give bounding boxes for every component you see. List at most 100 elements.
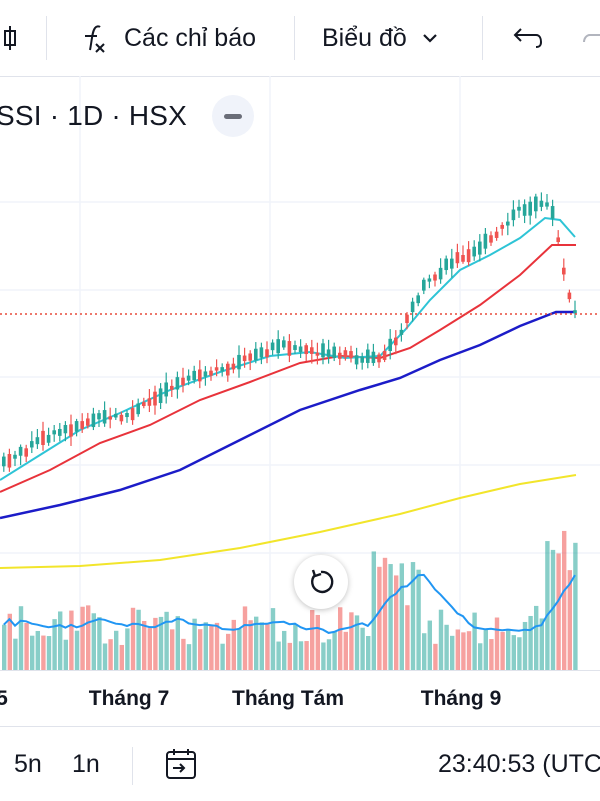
volume-bar (315, 614, 320, 670)
candle-body (214, 367, 219, 371)
time-tick-label: Tháng 7 (88, 687, 170, 710)
volume-bar (293, 624, 298, 670)
candle-body (562, 267, 566, 275)
volume-bar (86, 605, 91, 670)
volume-bar (399, 563, 404, 670)
undo-button[interactable] (508, 0, 544, 76)
volume-bar (410, 562, 416, 670)
volume-bar (265, 623, 270, 670)
go-to-date-button[interactable] (164, 727, 200, 801)
toolbar-divider (46, 16, 47, 60)
volume-bar (254, 616, 259, 670)
candle-body (466, 249, 471, 263)
candle-body (338, 352, 342, 359)
candle-body (18, 446, 23, 456)
volume-bar (539, 618, 544, 670)
candle-body (433, 274, 437, 281)
volume-bar (478, 643, 483, 670)
price-chart[interactable] (0, 76, 600, 725)
candle-body (332, 346, 336, 359)
candle-body (265, 349, 269, 357)
volume-bar (433, 643, 438, 670)
candle-body (550, 206, 555, 219)
volume-bar (550, 549, 556, 670)
time-axis: 5 Tháng 7 Tháng Tám Tháng 9 (0, 670, 600, 727)
candle-body (175, 377, 180, 390)
range-1y-button[interactable]: 1n (72, 749, 100, 778)
candle-body (254, 348, 258, 361)
time-tick-label: Tháng Tám (231, 687, 345, 710)
candle-body (74, 421, 79, 432)
chart-type-dropdown[interactable]: Biểu đồ (322, 0, 439, 76)
function-icon (85, 25, 105, 53)
volume-bar (209, 624, 214, 670)
volume-bar (494, 617, 500, 670)
candle-body (366, 349, 370, 363)
candle-body (130, 408, 135, 421)
volume-bar (534, 605, 539, 670)
volume-bar (41, 635, 46, 670)
indicators-button[interactable]: Các chỉ báo (76, 0, 256, 76)
candle-body (52, 430, 56, 435)
candle-body (298, 346, 303, 353)
volume-bar (91, 613, 96, 670)
range-5d-button[interactable]: 5n (14, 749, 42, 778)
volume-bar (416, 569, 421, 670)
candle-body (354, 355, 359, 365)
volume-bar (226, 633, 231, 670)
collapse-legend-button[interactable] (212, 95, 254, 137)
candle-body (220, 367, 224, 372)
ma-long-line (0, 474, 577, 569)
reset-chart-button[interactable] (294, 555, 348, 609)
candle-body (108, 416, 112, 420)
candle-style-button[interactable] (0, 0, 30, 76)
volume-bar (63, 639, 68, 670)
redo-button[interactable] (582, 0, 600, 76)
volume-bar (237, 628, 242, 670)
volume-bar (388, 564, 393, 670)
candle-body (91, 413, 96, 428)
candle-body (478, 241, 482, 255)
candle-body (321, 343, 325, 358)
candle-body (438, 267, 443, 280)
volume-bar (338, 607, 343, 670)
candle-body (388, 338, 392, 351)
candle-body (489, 235, 493, 243)
candle-body (164, 382, 168, 397)
volume-bar (343, 631, 348, 670)
volume-bar (489, 639, 494, 670)
candle-body (410, 301, 415, 313)
candle-body (63, 425, 68, 434)
volume-bar (158, 616, 164, 670)
volume-bar (170, 629, 175, 670)
candle-body (360, 356, 364, 363)
candle-body (158, 388, 163, 404)
candle-body (192, 370, 196, 381)
candle-body (80, 421, 84, 429)
candle-body (125, 413, 129, 418)
volume-bar (97, 617, 102, 670)
candle-body (203, 371, 208, 377)
toolbar-divider (482, 16, 483, 60)
candle-body (147, 398, 152, 406)
symbol-legend[interactable]: SSI · 1D · HSX (0, 96, 187, 136)
volume-bar (242, 606, 248, 670)
volume-bar (522, 621, 528, 670)
clock-timezone[interactable]: 23:40:53 (UTC (438, 749, 600, 778)
candle-body (237, 354, 241, 370)
candle-body (41, 430, 45, 446)
candle-body (231, 363, 236, 370)
volume-bar (119, 644, 124, 670)
candle-body (349, 351, 353, 359)
candle-body (259, 347, 264, 358)
top-toolbar: Các chỉ báo Biểu đồ (0, 0, 600, 77)
volume-bar (349, 612, 354, 670)
candle-body (427, 278, 432, 282)
volume-bar (80, 606, 85, 670)
volume-bar (18, 606, 24, 670)
candle-body (186, 375, 191, 381)
candle-body (226, 363, 230, 376)
toolbar-divider (294, 16, 295, 60)
symbol-info: SSI · 1D · HSX (0, 100, 188, 131)
candle-body (310, 347, 314, 354)
